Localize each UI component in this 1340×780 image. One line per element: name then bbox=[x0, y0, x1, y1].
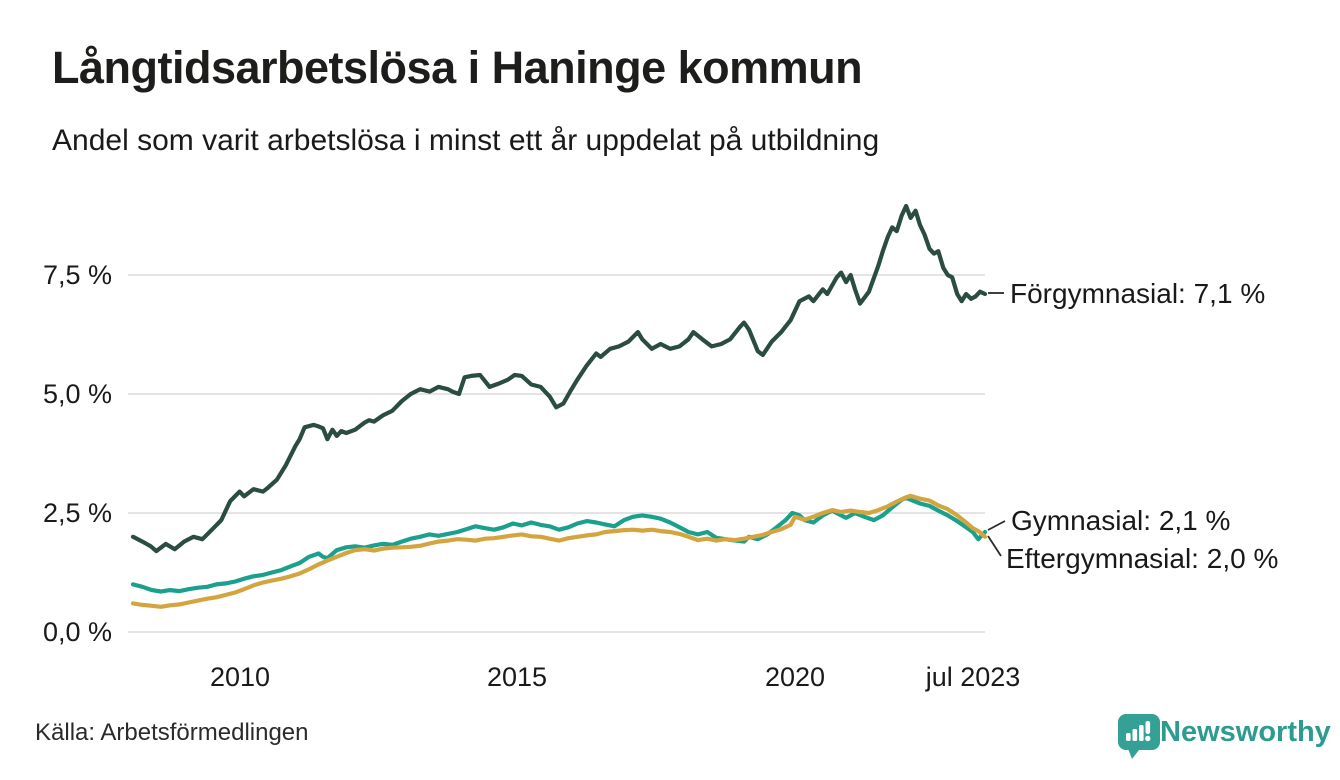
x-tick-label: jul 2023 bbox=[925, 662, 1021, 692]
series-lines bbox=[130, 203, 988, 609]
series-label-eftergymnasial: Eftergymnasial: 2,0 % bbox=[1006, 543, 1278, 574]
x-tick-label: 2010 bbox=[210, 662, 270, 692]
y-tick-label: 0,0 % bbox=[43, 617, 112, 647]
page-title: Långtidsarbetslösa i Haninge kommun bbox=[52, 42, 863, 93]
label-connector bbox=[987, 535, 1002, 557]
page-subtitle: Andel som varit arbetslösa i minst ett å… bbox=[52, 124, 880, 157]
x-tick-label: 2020 bbox=[765, 662, 825, 692]
gridlines bbox=[128, 274, 985, 633]
label-connector bbox=[987, 520, 1006, 531]
source-note: Källa: Arbetsförmedlingen bbox=[35, 719, 309, 746]
series-line-eftergymnasial bbox=[130, 493, 988, 609]
newsworthy-wordmark: Newsworthy bbox=[1160, 716, 1331, 748]
y-axis: 7,5 % 5,0 % 2,5 % 0,0 % bbox=[43, 260, 112, 647]
newsworthy-logo-link[interactable]: Newsworthy bbox=[1115, 705, 1331, 765]
mini-bar-chart-icon bbox=[1126, 721, 1151, 742]
y-tick-label: 5,0 % bbox=[43, 379, 112, 409]
newsworthy-logo-icon bbox=[1118, 714, 1160, 759]
series-line-forgymnasial bbox=[130, 203, 988, 554]
x-tick-label: 2015 bbox=[487, 662, 547, 692]
series-label-gymnasial: Gymnasial: 2,1 % bbox=[1011, 505, 1230, 536]
x-axis: 2010 2015 2020 jul 2023 bbox=[210, 662, 1020, 692]
y-tick-label: 2,5 % bbox=[43, 498, 112, 528]
y-tick-label: 7,5 % bbox=[43, 260, 112, 290]
series-labels: Förgymnasial: 7,1 % Gymnasial: 2,1 % Eft… bbox=[1006, 278, 1278, 574]
series-line-gymnasial bbox=[130, 495, 988, 594]
series-label-forgymnasial: Förgymnasial: 7,1 % bbox=[1010, 278, 1265, 309]
label-connectors bbox=[987, 292, 1006, 557]
